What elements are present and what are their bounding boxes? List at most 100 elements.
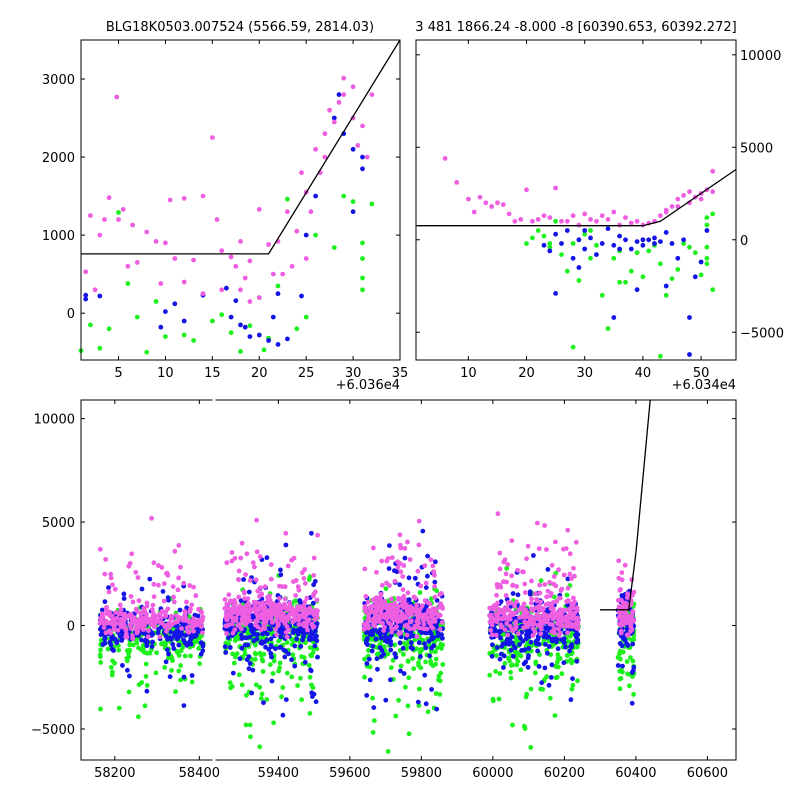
data-point	[126, 673, 132, 679]
data-point	[198, 624, 204, 630]
y-tick-label: −5000	[740, 326, 784, 341]
data-point	[537, 590, 543, 596]
data-point	[237, 656, 243, 662]
data-point	[142, 620, 148, 626]
data-point	[406, 597, 412, 602]
data-point	[537, 652, 542, 657]
data-point	[273, 612, 279, 618]
data-point	[283, 542, 289, 548]
data-point	[134, 314, 140, 320]
data-point	[525, 624, 531, 629]
data-point	[257, 684, 263, 690]
data-point	[230, 618, 236, 624]
data-point	[311, 624, 317, 629]
data-point	[230, 651, 236, 657]
data-point	[260, 604, 266, 609]
x-tick-label: 20	[518, 366, 535, 381]
data-point	[392, 625, 398, 631]
data-point	[494, 645, 500, 650]
data-point	[106, 585, 111, 590]
data-point	[617, 686, 623, 692]
data-point	[521, 723, 527, 729]
data-point	[176, 653, 182, 658]
data-point	[283, 629, 289, 635]
data-point	[553, 185, 558, 191]
data-point	[111, 648, 116, 653]
data-point	[382, 599, 387, 604]
data-point	[617, 222, 622, 228]
data-point	[112, 586, 118, 592]
data-point	[364, 638, 369, 643]
data-point	[542, 523, 547, 528]
data-point	[396, 697, 401, 703]
data-point	[133, 569, 139, 575]
data-point	[525, 543, 531, 549]
data-point	[506, 641, 512, 647]
data-point	[416, 542, 422, 548]
data-point	[134, 609, 140, 614]
data-point	[228, 254, 234, 260]
data-point	[242, 324, 248, 330]
data-point	[200, 291, 206, 297]
data-point	[102, 635, 108, 641]
data-point	[398, 663, 404, 669]
data-point	[286, 616, 292, 622]
data-point	[423, 585, 429, 590]
data-point	[498, 584, 504, 590]
data-point	[261, 700, 266, 706]
data-point	[294, 228, 300, 234]
top-left-markers	[78, 40, 400, 355]
data-point	[283, 697, 289, 702]
data-point	[663, 230, 669, 235]
data-point	[425, 709, 431, 715]
data-point	[269, 654, 274, 660]
data-point	[594, 218, 599, 224]
data-point	[227, 645, 233, 650]
data-point	[423, 659, 428, 665]
data-point	[278, 615, 283, 620]
data-point	[369, 201, 375, 207]
data-point	[253, 642, 258, 648]
data-point	[564, 268, 570, 274]
data-point	[331, 245, 337, 251]
data-point	[311, 573, 317, 578]
data-point	[692, 250, 698, 256]
data-point	[366, 656, 372, 662]
data-point	[412, 575, 418, 581]
data-point	[299, 604, 305, 610]
data-point	[543, 602, 549, 607]
data-point	[710, 211, 716, 217]
data-point	[620, 669, 625, 675]
data-point	[561, 616, 566, 621]
data-point	[224, 617, 230, 623]
data-point	[619, 577, 625, 583]
data-point	[224, 285, 229, 291]
data-point	[569, 660, 574, 666]
data-point	[302, 614, 308, 620]
data-point	[499, 643, 505, 649]
data-point	[611, 255, 617, 261]
data-point	[401, 671, 407, 676]
data-point	[424, 626, 430, 632]
data-point	[156, 626, 162, 632]
data-point	[156, 563, 161, 568]
data-point	[385, 749, 391, 754]
data-point	[125, 281, 131, 286]
data-point	[98, 647, 103, 653]
data-point	[405, 590, 411, 596]
data-point	[389, 555, 395, 560]
data-point	[529, 596, 534, 602]
data-point	[631, 692, 636, 697]
data-point	[274, 632, 279, 638]
data-point	[503, 593, 509, 598]
data-point	[494, 619, 500, 625]
data-point	[510, 628, 516, 634]
top-left-frame	[80, 39, 401, 361]
data-point	[166, 655, 171, 661]
data-point	[617, 233, 622, 239]
data-point	[120, 207, 126, 212]
data-point	[142, 703, 148, 709]
data-point	[264, 555, 270, 561]
data-point	[663, 207, 669, 213]
data-point	[99, 611, 105, 617]
